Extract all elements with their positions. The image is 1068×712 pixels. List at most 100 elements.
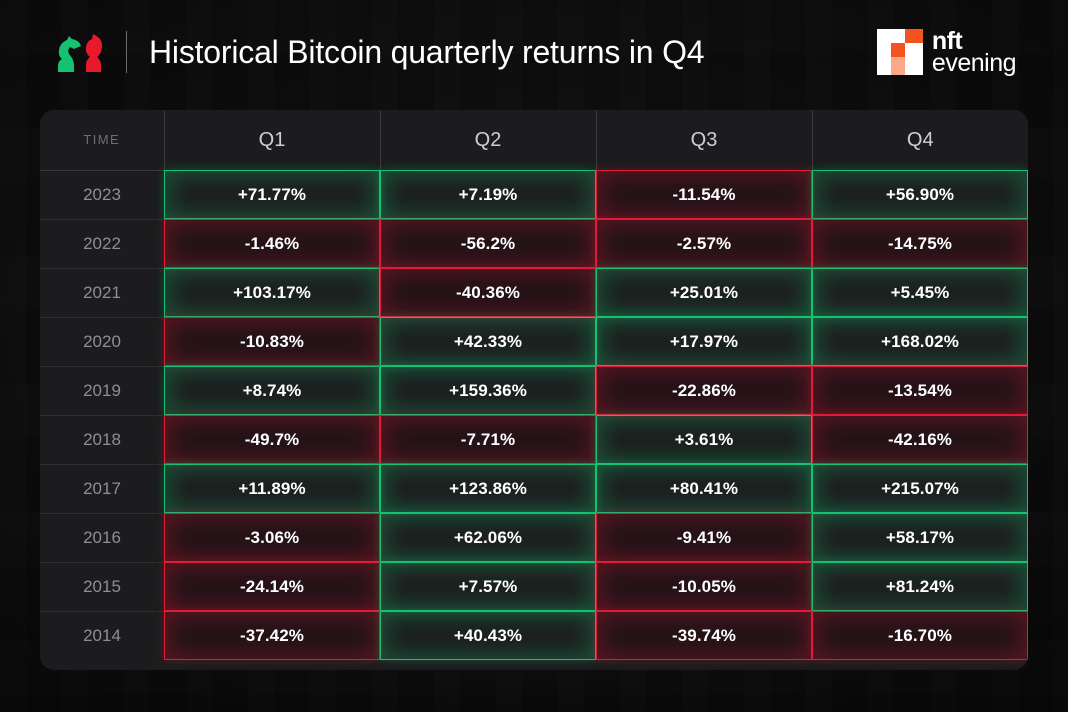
year-label: 2019 <box>40 365 164 415</box>
return-value: +168.02% <box>881 331 959 351</box>
year-label: 2014 <box>40 610 164 660</box>
positive-return-chip: +215.07% <box>812 464 1028 513</box>
return-cell: -42.16% <box>812 415 1028 464</box>
return-value: +3.61% <box>674 429 734 449</box>
return-value: +159.36% <box>449 380 527 400</box>
positive-return-chip: +103.17% <box>164 268 380 317</box>
negative-return-chip: -22.86% <box>596 366 812 415</box>
return-cell: +7.57% <box>380 562 596 611</box>
positive-return-chip: +81.24% <box>812 562 1028 611</box>
return-value: +56.90% <box>885 184 955 204</box>
column-header-time: TIME <box>40 110 164 170</box>
negative-return-chip: -2.57% <box>596 219 812 268</box>
return-cell: +11.89% <box>164 464 380 513</box>
nft-evening-logo: nft evening <box>876 29 1017 76</box>
return-cell: -37.42% <box>164 611 380 660</box>
return-value: -2.57% <box>676 233 732 253</box>
return-value: +62.06% <box>453 527 523 547</box>
return-cell: -39.74% <box>596 611 812 660</box>
return-cell: -56.2% <box>380 219 596 268</box>
return-value: +11.89% <box>238 478 306 498</box>
return-cell: +42.33% <box>380 317 596 366</box>
return-value: -39.74% <box>671 625 737 645</box>
return-value: -10.05% <box>671 576 737 596</box>
return-cell: -10.83% <box>164 317 380 366</box>
return-value: +71.77% <box>237 184 307 204</box>
return-cell: +5.45% <box>812 268 1028 317</box>
table-body: 2023 +71.77% +7.19% -11.54% +56.90% 2022 -1.46… <box>40 169 1028 660</box>
table-header-row: TIME Q1 Q2 Q3 Q4 <box>40 110 1028 170</box>
column-header-q3: Q3 <box>595 110 812 170</box>
return-value: -16.70% <box>887 625 953 645</box>
return-cell: -3.06% <box>164 513 380 562</box>
table-header: TIME Q1 Q2 Q3 Q4 <box>40 110 1028 170</box>
table-row: 2014 -37.42% +40.43% -39.74% -16.70% <box>40 610 1028 660</box>
title-divider <box>126 31 127 73</box>
negative-return-chip: -16.70% <box>812 611 1028 660</box>
return-cell: +8.74% <box>164 366 380 415</box>
return-cell: +17.97% <box>596 317 812 366</box>
negative-return-chip: -7.71% <box>380 415 596 464</box>
return-cell: +103.17% <box>164 268 380 317</box>
return-cell: +3.61% <box>596 415 812 464</box>
return-value: +5.45% <box>890 282 950 302</box>
table-row: 2020 -10.83% +42.33% +17.97% +168.02% <box>40 316 1028 366</box>
positive-return-chip: +7.57% <box>380 562 596 611</box>
positive-return-chip: +56.90% <box>812 170 1028 219</box>
negative-return-chip: -11.54% <box>596 170 812 219</box>
column-header-q2: Q2 <box>379 110 596 170</box>
return-value: +103.17% <box>233 282 311 302</box>
return-value: +25.01% <box>669 282 739 302</box>
return-cell: -1.46% <box>164 219 380 268</box>
positive-return-chip: +25.01% <box>596 268 812 317</box>
return-cell: -40.36% <box>380 268 596 317</box>
year-label: 2020 <box>40 316 164 366</box>
return-value: -11.54% <box>672 184 736 204</box>
positive-return-chip: +159.36% <box>380 366 596 415</box>
return-value: +17.97% <box>669 331 739 351</box>
table-row: 2015 -24.14% +7.57% -10.05% +81.24% <box>40 561 1028 611</box>
return-cell: +159.36% <box>380 366 596 415</box>
negative-return-chip: -14.75% <box>812 219 1028 268</box>
return-cell: +56.90% <box>812 170 1028 219</box>
table-row: 2016 -3.06% +62.06% -9.41% +58.17% <box>40 512 1028 562</box>
positive-return-chip: +62.06% <box>380 513 596 562</box>
return-cell: -24.14% <box>164 562 380 611</box>
return-value: -9.41% <box>676 527 732 547</box>
negative-return-chip: -10.05% <box>596 562 812 611</box>
return-cell: -49.7% <box>164 415 380 464</box>
returns-table: TIME Q1 Q2 Q3 Q4 2023 +71.77% +7.19% -11.54… <box>40 110 1028 660</box>
table-row: 2022 -1.46% -56.2% -2.57% -14.75% <box>40 218 1028 268</box>
year-label: 2016 <box>40 512 164 562</box>
return-cell: -7.71% <box>380 415 596 464</box>
return-value: -42.16% <box>887 429 953 449</box>
year-label: 2023 <box>40 169 164 219</box>
return-cell: -10.05% <box>596 562 812 611</box>
returns-table-panel: TIME Q1 Q2 Q3 Q4 2023 +71.77% +7.19% -11.54… <box>40 110 1028 670</box>
negative-return-chip: -39.74% <box>596 611 812 660</box>
return-value: -7.71% <box>460 429 516 449</box>
return-value: +58.17% <box>885 527 955 547</box>
table-row: 2021 +103.17% -40.36% +25.01% +5.45% <box>40 267 1028 317</box>
return-cell: -16.70% <box>812 611 1028 660</box>
return-cell: -13.54% <box>812 366 1028 415</box>
return-cell: +71.77% <box>164 170 380 219</box>
negative-return-chip: -1.46% <box>164 219 380 268</box>
nft-evening-square-icon <box>876 29 923 75</box>
return-cell: +40.43% <box>380 611 596 660</box>
return-value: -13.54% <box>887 380 953 400</box>
positive-return-chip: +123.86% <box>380 464 596 513</box>
year-label: 2015 <box>40 561 164 611</box>
return-cell: +58.17% <box>812 513 1028 562</box>
year-label: 2021 <box>40 267 164 317</box>
positive-return-chip: +5.45% <box>812 268 1028 317</box>
negative-return-chip: -42.16% <box>812 415 1028 464</box>
table-row: 2017 +11.89% +123.86% +80.41% +215.07% <box>40 463 1028 513</box>
positive-return-chip: +42.33% <box>380 317 596 366</box>
return-value: +8.74% <box>242 380 302 400</box>
return-cell: -11.54% <box>596 170 812 219</box>
return-cell: +168.02% <box>812 317 1028 366</box>
return-cell: +81.24% <box>812 562 1028 611</box>
negative-return-chip: -40.36% <box>380 268 596 317</box>
negative-return-chip: -10.83% <box>164 317 380 366</box>
